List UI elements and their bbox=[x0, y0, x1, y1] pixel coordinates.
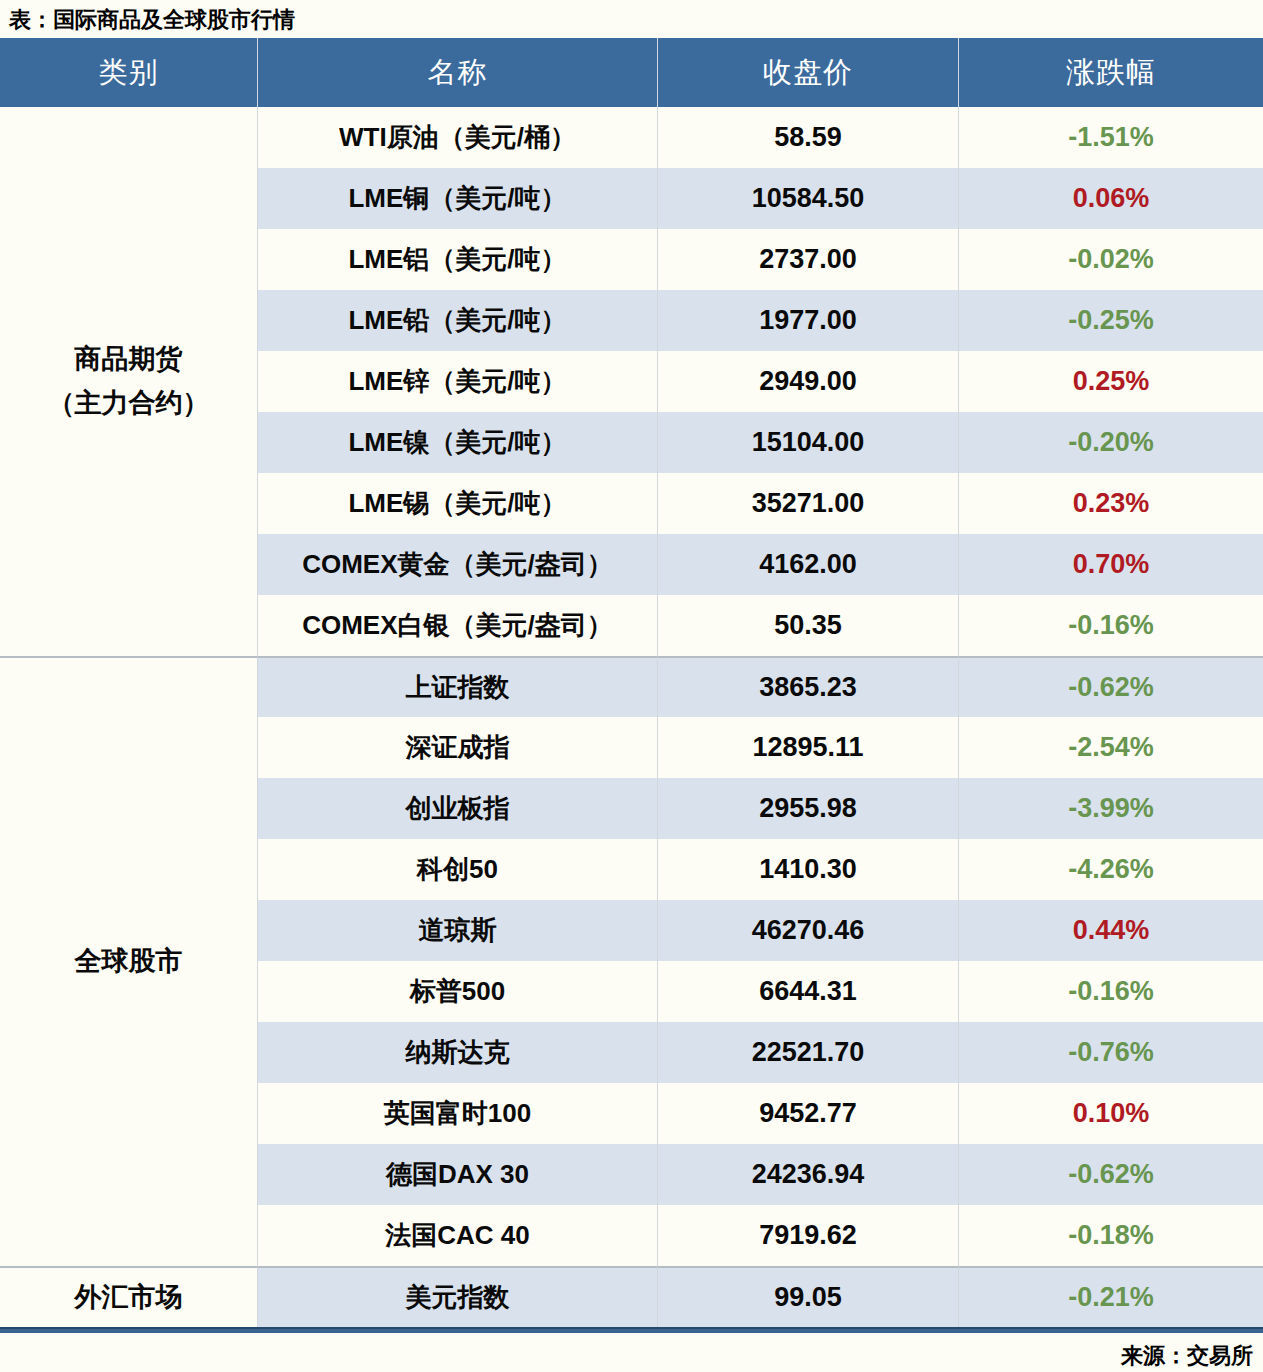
close-cell: 3865.23 bbox=[657, 656, 958, 717]
close-cell: 6644.31 bbox=[657, 961, 958, 1022]
name-cell: 法国CAC 40 bbox=[257, 1205, 657, 1266]
name-cell: 科创50 bbox=[257, 839, 657, 900]
change-cell: -0.76% bbox=[958, 1022, 1263, 1083]
change-cell: -0.62% bbox=[958, 656, 1263, 717]
header-cell: 收盘价 bbox=[657, 38, 958, 107]
name-cell: WTI原油（美元/桶） bbox=[257, 107, 657, 168]
name-cell: LME镍（美元/吨） bbox=[257, 412, 657, 473]
name-cell: 创业板指 bbox=[257, 778, 657, 839]
close-cell: 2737.00 bbox=[657, 229, 958, 290]
category-cell: 全球股市 bbox=[0, 656, 257, 1266]
page: 表：国际商品及全球股市行情 类别名称收盘价涨跌幅商品期货 （主力合约）WTI原油… bbox=[0, 0, 1263, 1371]
change-cell: 0.44% bbox=[958, 900, 1263, 961]
change-cell: -1.51% bbox=[958, 107, 1263, 168]
name-cell: 美元指数 bbox=[257, 1266, 657, 1327]
close-cell: 2955.98 bbox=[657, 778, 958, 839]
change-cell: -4.26% bbox=[958, 839, 1263, 900]
close-cell: 24236.94 bbox=[657, 1144, 958, 1205]
close-cell: 1410.30 bbox=[657, 839, 958, 900]
name-cell: 标普500 bbox=[257, 961, 657, 1022]
name-cell: 德国DAX 30 bbox=[257, 1144, 657, 1205]
close-cell: 15104.00 bbox=[657, 412, 958, 473]
name-cell: LME铜（美元/吨） bbox=[257, 168, 657, 229]
change-cell: 0.70% bbox=[958, 534, 1263, 595]
change-cell: -2.54% bbox=[958, 717, 1263, 778]
header-cell: 类别 bbox=[0, 38, 257, 107]
close-cell: 35271.00 bbox=[657, 473, 958, 534]
name-cell: LME铝（美元/吨） bbox=[257, 229, 657, 290]
change-cell: -0.18% bbox=[958, 1205, 1263, 1266]
close-cell: 12895.11 bbox=[657, 717, 958, 778]
close-cell: 7919.62 bbox=[657, 1205, 958, 1266]
close-cell: 1977.00 bbox=[657, 290, 958, 351]
close-cell: 50.35 bbox=[657, 595, 958, 656]
name-cell: 纳斯达克 bbox=[257, 1022, 657, 1083]
header-cell: 名称 bbox=[257, 38, 657, 107]
change-cell: -0.25% bbox=[958, 290, 1263, 351]
market-table: 类别名称收盘价涨跌幅商品期货 （主力合约）WTI原油（美元/桶）58.59-1.… bbox=[0, 38, 1263, 1327]
change-cell: 0.10% bbox=[958, 1083, 1263, 1144]
close-cell: 99.05 bbox=[657, 1266, 958, 1327]
change-cell: 0.06% bbox=[958, 168, 1263, 229]
change-cell: -0.20% bbox=[958, 412, 1263, 473]
name-cell: LME锡（美元/吨） bbox=[257, 473, 657, 534]
name-cell: 深证成指 bbox=[257, 717, 657, 778]
close-cell: 2949.00 bbox=[657, 351, 958, 412]
close-cell: 9452.77 bbox=[657, 1083, 958, 1144]
close-cell: 46270.46 bbox=[657, 900, 958, 961]
close-cell: 10584.50 bbox=[657, 168, 958, 229]
header-cell: 涨跌幅 bbox=[958, 38, 1263, 107]
change-cell: -0.16% bbox=[958, 961, 1263, 1022]
name-cell: 上证指数 bbox=[257, 656, 657, 717]
change-cell: -0.62% bbox=[958, 1144, 1263, 1205]
name-cell: LME铅（美元/吨） bbox=[257, 290, 657, 351]
change-cell: -3.99% bbox=[958, 778, 1263, 839]
change-cell: 0.25% bbox=[958, 351, 1263, 412]
change-cell: -0.21% bbox=[958, 1266, 1263, 1327]
close-cell: 58.59 bbox=[657, 107, 958, 168]
page-title: 表：国际商品及全球股市行情 bbox=[0, 0, 1263, 38]
name-cell: 道琼斯 bbox=[257, 900, 657, 961]
name-cell: COMEX白银（美元/盎司） bbox=[257, 595, 657, 656]
change-cell: 0.23% bbox=[958, 473, 1263, 534]
change-cell: -0.16% bbox=[958, 595, 1263, 656]
category-cell: 商品期货 （主力合约） bbox=[0, 107, 257, 656]
name-cell: 英国富时100 bbox=[257, 1083, 657, 1144]
change-cell: -0.02% bbox=[958, 229, 1263, 290]
name-cell: COMEX黄金（美元/盎司） bbox=[257, 534, 657, 595]
source-note: 来源：交易所 bbox=[0, 1333, 1263, 1371]
close-cell: 22521.70 bbox=[657, 1022, 958, 1083]
close-cell: 4162.00 bbox=[657, 534, 958, 595]
category-cell: 外汇市场 bbox=[0, 1266, 257, 1327]
name-cell: LME锌（美元/吨） bbox=[257, 351, 657, 412]
